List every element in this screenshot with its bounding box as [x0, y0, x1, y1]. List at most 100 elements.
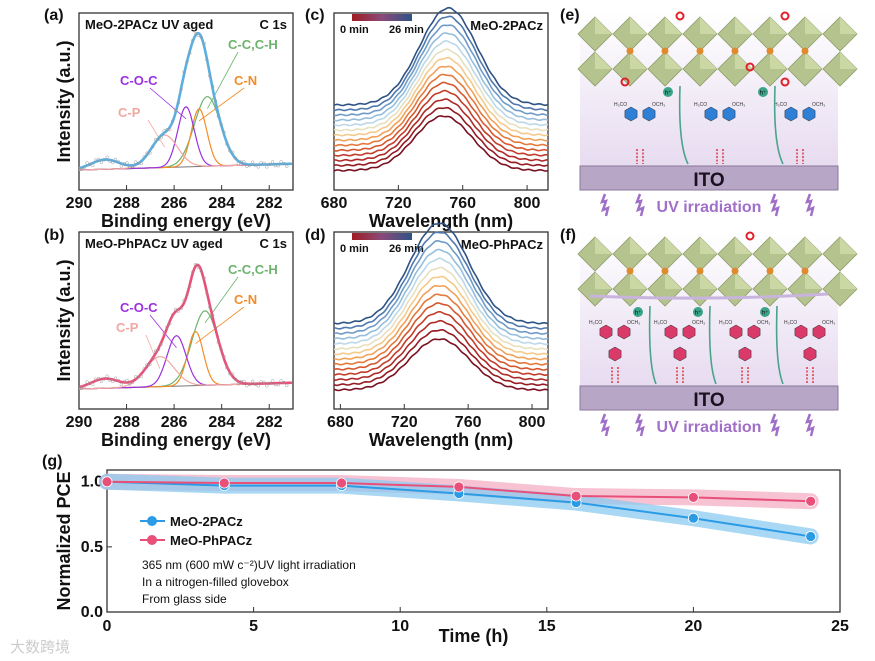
uv-bolt-icon — [804, 413, 815, 437]
data-point — [805, 531, 817, 542]
raw-data-point — [233, 377, 238, 381]
pl-spectrum-curve — [333, 328, 549, 387]
raw-data-point — [225, 366, 229, 370]
uv-irradiation-label: UV irradiation — [657, 199, 762, 216]
plot-frame — [333, 12, 549, 191]
raw-data-point — [199, 35, 203, 39]
raw-data-point — [79, 386, 84, 391]
raw-data-point — [236, 382, 240, 386]
raw-data-point — [262, 161, 266, 165]
raw-data-point — [96, 376, 101, 381]
raw-data-point — [165, 325, 169, 330]
raw-data-point — [168, 321, 172, 326]
pl-spectrum-curve — [333, 15, 549, 112]
raw-data-point — [185, 60, 189, 64]
octahedron-facet — [700, 237, 717, 254]
raw-data-point — [131, 164, 135, 169]
raw-data-point — [79, 167, 84, 172]
raw-data-point — [119, 382, 123, 387]
pl-spectrum-curve — [333, 239, 549, 335]
raw-data-point — [285, 383, 289, 388]
x-axis-title: Time (h) — [439, 626, 509, 646]
aromatic-ring — [747, 324, 761, 340]
raw-data-point — [182, 70, 186, 74]
x-tick-label: 290 — [66, 414, 93, 431]
raw-data-point — [116, 378, 121, 383]
y-axis-title: Normalized PCE — [54, 471, 74, 610]
colorbar-end-label: 26 min — [389, 24, 424, 36]
octahedron-facet — [665, 52, 682, 69]
raw-data-point — [139, 374, 143, 378]
raw-data-point — [125, 378, 129, 383]
octahedron-facet — [735, 237, 752, 254]
raw-data-point — [213, 326, 218, 330]
raw-data-point — [133, 160, 138, 164]
raw-data-point — [102, 377, 106, 381]
raw-data-point — [156, 347, 161, 352]
time-colorbar — [352, 14, 412, 21]
panel-label-f: (f) — [560, 227, 576, 244]
raw-data-point — [122, 380, 126, 384]
pl-spectrum-curve — [333, 65, 549, 142]
time-colorbar — [352, 233, 412, 240]
raw-data-point — [93, 158, 98, 162]
leader-line — [207, 51, 239, 109]
data-point — [570, 490, 582, 502]
panel-label-e: (e) — [560, 7, 580, 24]
octahedron-facet — [840, 52, 857, 69]
pce-panel-g: 0 5 10 15 20 25 0.0 0.5 1.0 Time (h) Normalized PC… — [54, 469, 849, 646]
raw-data-point — [188, 285, 192, 289]
x-tick-label: 680 — [327, 414, 354, 431]
methoxy-label: H₃CO — [654, 320, 667, 326]
raw-data-point — [196, 265, 201, 270]
raw-data-point — [108, 159, 112, 163]
aromatic-ring — [802, 106, 816, 122]
x-tick-label: 288 — [113, 414, 140, 431]
raw-data-point — [182, 298, 186, 303]
x-tick-label: 760 — [455, 414, 482, 431]
uv-bolt-icon — [769, 413, 780, 437]
octahedron-facet — [700, 272, 717, 289]
pl-spectrum-curve — [333, 302, 549, 371]
octahedron-facet — [665, 272, 682, 289]
raw-data-point — [256, 165, 260, 169]
methoxy-label: OCH₃ — [757, 320, 770, 326]
raw-data-point — [113, 157, 118, 162]
uv-bolt-icon — [804, 193, 815, 217]
octahedron-facet — [700, 17, 717, 34]
panel-label-b: (b) — [44, 227, 64, 244]
hole-label: h⁺ — [760, 90, 767, 97]
raw-data-point — [88, 162, 92, 167]
raw-data-point — [82, 165, 86, 170]
raw-data-point — [225, 142, 229, 146]
aromatic-ring — [812, 324, 826, 340]
raw-data-point — [113, 376, 118, 380]
methoxy-label: OCH₃ — [627, 320, 640, 326]
data-point — [453, 481, 465, 493]
core-level-label: C 1s — [260, 236, 287, 251]
raw-data-point — [108, 378, 112, 382]
octahedron-facet — [595, 17, 612, 34]
methoxy-label: OCH₃ — [692, 320, 705, 326]
raw-data-point — [285, 164, 289, 169]
x-tick-label: 0 — [103, 618, 112, 635]
octahedron-facet — [665, 17, 682, 34]
x-tick-label: 286 — [161, 414, 188, 431]
x-tick-label: 286 — [161, 195, 188, 212]
raw-data-point — [236, 161, 240, 166]
raw-data-point — [176, 101, 181, 105]
vacancy-icon — [675, 11, 685, 21]
component-label: C-O-C — [120, 300, 158, 315]
x-tick-label: 20 — [685, 618, 703, 635]
legend-marker — [147, 535, 157, 545]
spectrum-title: MeO-PhPACz UV aged — [85, 236, 223, 251]
pl-spectrum-curve — [333, 293, 548, 366]
a-site-cation — [626, 47, 634, 55]
schematic-f: H₃CO OCH₃ H₃CO OCH₃ H₃CO OCH₃ H₃CO OCH₃ h⁺ h⁺ h⁺ IT… — [577, 231, 858, 437]
raw-data-point — [245, 164, 249, 169]
raw-data-point — [91, 382, 95, 386]
raw-data-point — [139, 161, 143, 166]
a-site-cation — [801, 267, 809, 275]
a-site-cation — [766, 267, 774, 275]
